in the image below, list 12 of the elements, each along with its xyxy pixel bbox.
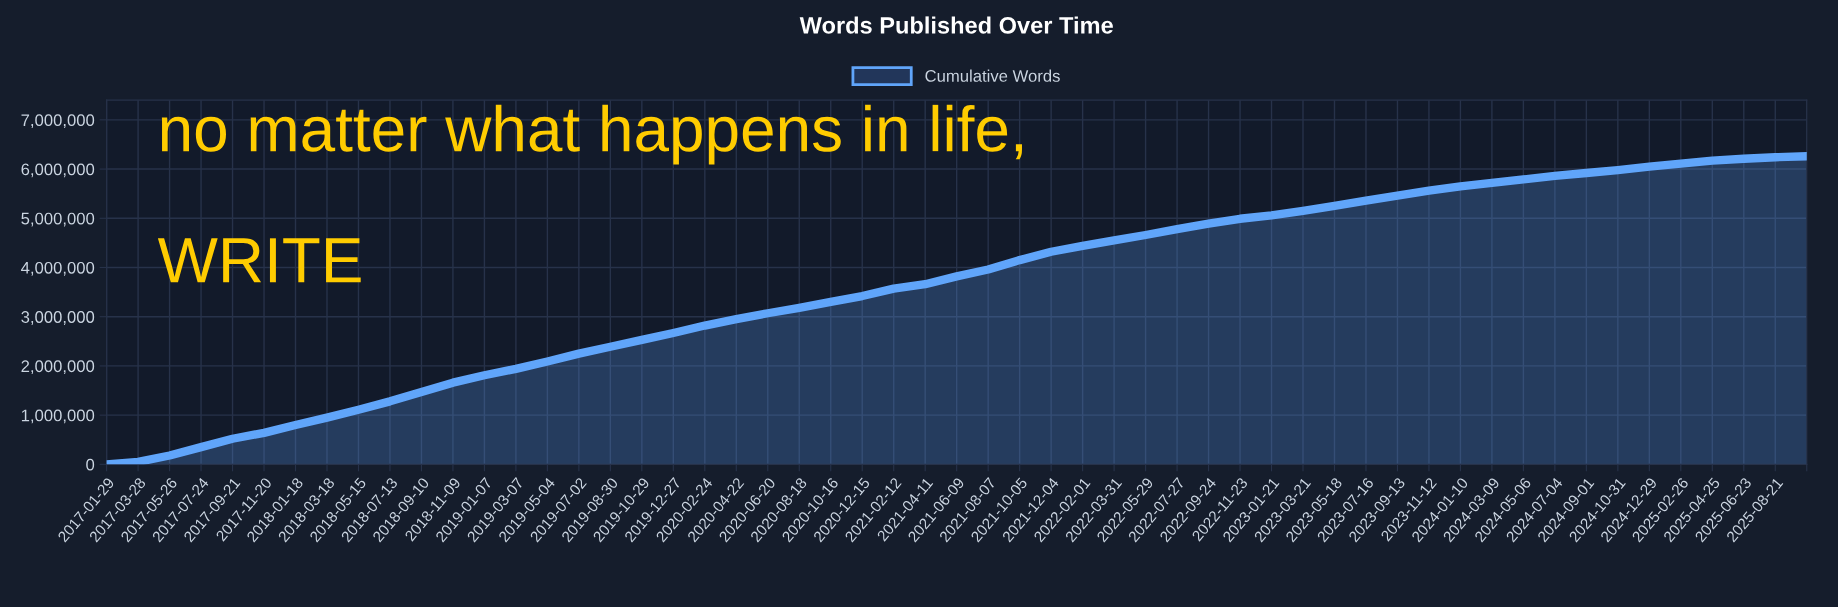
y-tick-label: 2,000,000 (21, 360, 95, 375)
annotation: WRITE (157, 238, 361, 283)
annotation: no matter what happens in life, (161, 104, 1022, 165)
y-tick-label: 0 (86, 458, 95, 471)
legend-label: Cumulative Words (925, 69, 1060, 82)
y-tick-label: 3,000,000 (21, 311, 95, 325)
chart-title: Words Published Over Time (799, 16, 1113, 34)
y-tick-label: 1,000,000 (21, 409, 95, 424)
y-tick-label: 6,000,000 (21, 163, 95, 178)
y-tick-label: 7,000,000 (21, 114, 95, 129)
y-tick-label: 4,000,000 (21, 261, 95, 276)
y-tick-label: 5,000,000 (21, 212, 95, 227)
